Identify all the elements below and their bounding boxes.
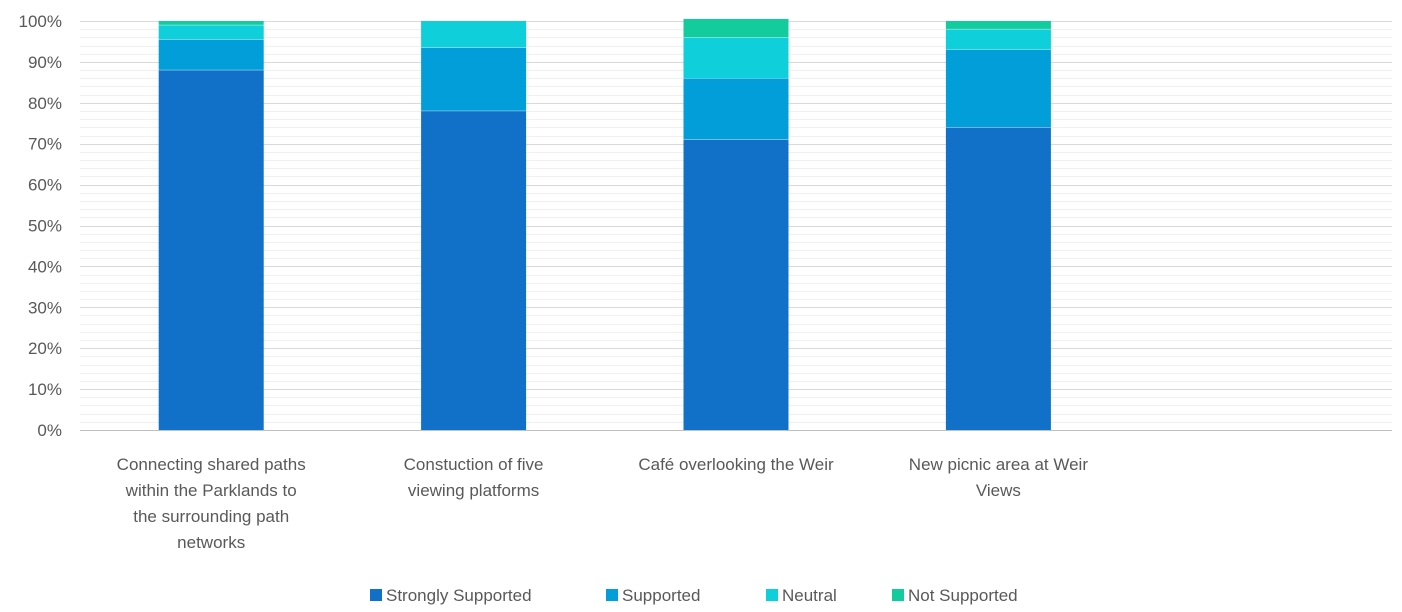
- bar-segment-neutral: [945, 29, 1051, 50]
- y-tick-label: 20%: [28, 339, 62, 358]
- y-tick-label: 70%: [28, 135, 62, 154]
- category-label: Café overlooking the Weir: [638, 455, 834, 474]
- category-label: Connecting shared paths within the Parkla…: [117, 455, 306, 552]
- legend-label: Not Supported: [908, 586, 1018, 605]
- legend-label: Strongly Supported: [386, 586, 532, 605]
- legend-item: Neutral: [766, 586, 837, 605]
- y-tick-label: 50%: [28, 217, 62, 236]
- bar-segment-strongly-supported: [945, 127, 1051, 430]
- bar-segment-not-supported: [158, 21, 264, 26]
- bar-segment-neutral: [158, 25, 264, 40]
- x-axis: Connecting shared paths within the Parkla…: [117, 455, 1089, 552]
- y-tick-label: 60%: [28, 176, 62, 195]
- bar-segment-strongly-supported: [421, 110, 527, 430]
- bar-segment-strongly-supported: [683, 139, 789, 431]
- y-tick-label: 0%: [37, 421, 62, 440]
- legend-label: Supported: [622, 586, 700, 605]
- bar-segment-supported: [158, 39, 264, 71]
- y-tick-label: 40%: [28, 257, 62, 276]
- y-tick-label: 90%: [28, 53, 62, 72]
- bar-segment-supported: [945, 49, 1051, 128]
- category-label: New picnic area at Weir Views: [909, 455, 1089, 500]
- y-axis: 0% 10% 20% 30% 40% 50% 60% 70% 80% 90% 100%: [19, 12, 1392, 440]
- legend-label: Neutral: [782, 586, 837, 605]
- y-tick-label: 80%: [28, 94, 62, 113]
- bars: [158, 18, 1051, 431]
- legend-swatch: [606, 589, 618, 601]
- legend-item: Strongly Supported: [370, 586, 532, 605]
- legend-item: Not Supported: [892, 586, 1018, 605]
- legend-swatch: [370, 589, 382, 601]
- legend: Strongly Supported Supported Neutral Not Su…: [370, 586, 1018, 605]
- legend-item: Supported: [606, 586, 700, 605]
- y-tick-label: 30%: [28, 298, 62, 317]
- bar-segment-not-supported: [945, 21, 1051, 30]
- legend-swatch: [766, 589, 778, 601]
- y-tick-label: 100%: [19, 12, 62, 31]
- y-tick-label: 10%: [28, 380, 62, 399]
- bar-segment-neutral: [421, 21, 527, 48]
- category-label: Constuction of five viewing platforms: [404, 455, 544, 500]
- bar-segment-neutral: [683, 37, 789, 79]
- legend-swatch: [892, 589, 904, 601]
- bar-segment-supported: [421, 47, 527, 111]
- bar-segment-supported: [683, 78, 789, 140]
- bar-segment-not-supported: [683, 18, 789, 38]
- bar-segment-strongly-supported: [158, 70, 264, 430]
